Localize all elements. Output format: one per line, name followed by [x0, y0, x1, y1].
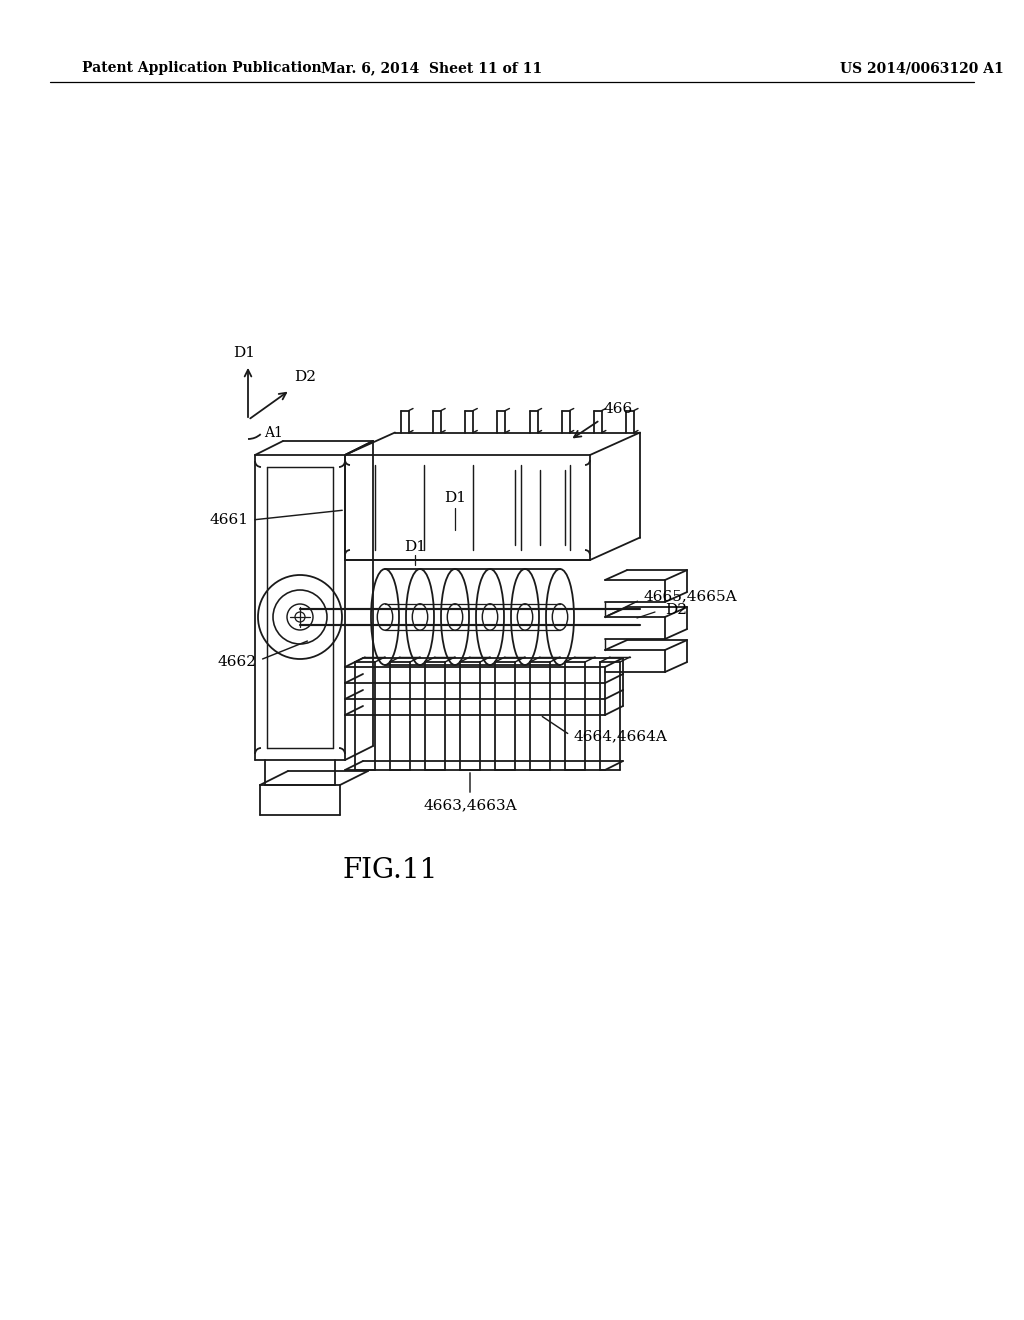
Text: 4665,4665A: 4665,4665A: [644, 589, 737, 603]
Text: Mar. 6, 2014  Sheet 11 of 11: Mar. 6, 2014 Sheet 11 of 11: [322, 61, 543, 75]
Text: FIG.11: FIG.11: [342, 857, 437, 883]
Text: D1: D1: [404, 540, 426, 554]
Text: 4662: 4662: [217, 655, 256, 669]
Text: 4661: 4661: [209, 513, 248, 527]
Text: 466: 466: [604, 403, 633, 416]
Text: D2: D2: [665, 603, 687, 616]
Text: A1: A1: [264, 426, 283, 440]
Text: 4663,4663A: 4663,4663A: [423, 799, 517, 812]
Text: Patent Application Publication: Patent Application Publication: [82, 61, 322, 75]
Text: D1: D1: [444, 491, 466, 506]
Text: US 2014/0063120 A1: US 2014/0063120 A1: [840, 61, 1004, 75]
Text: D2: D2: [294, 370, 316, 384]
Text: D1: D1: [233, 346, 255, 360]
Text: 4664,4664A: 4664,4664A: [574, 729, 668, 743]
